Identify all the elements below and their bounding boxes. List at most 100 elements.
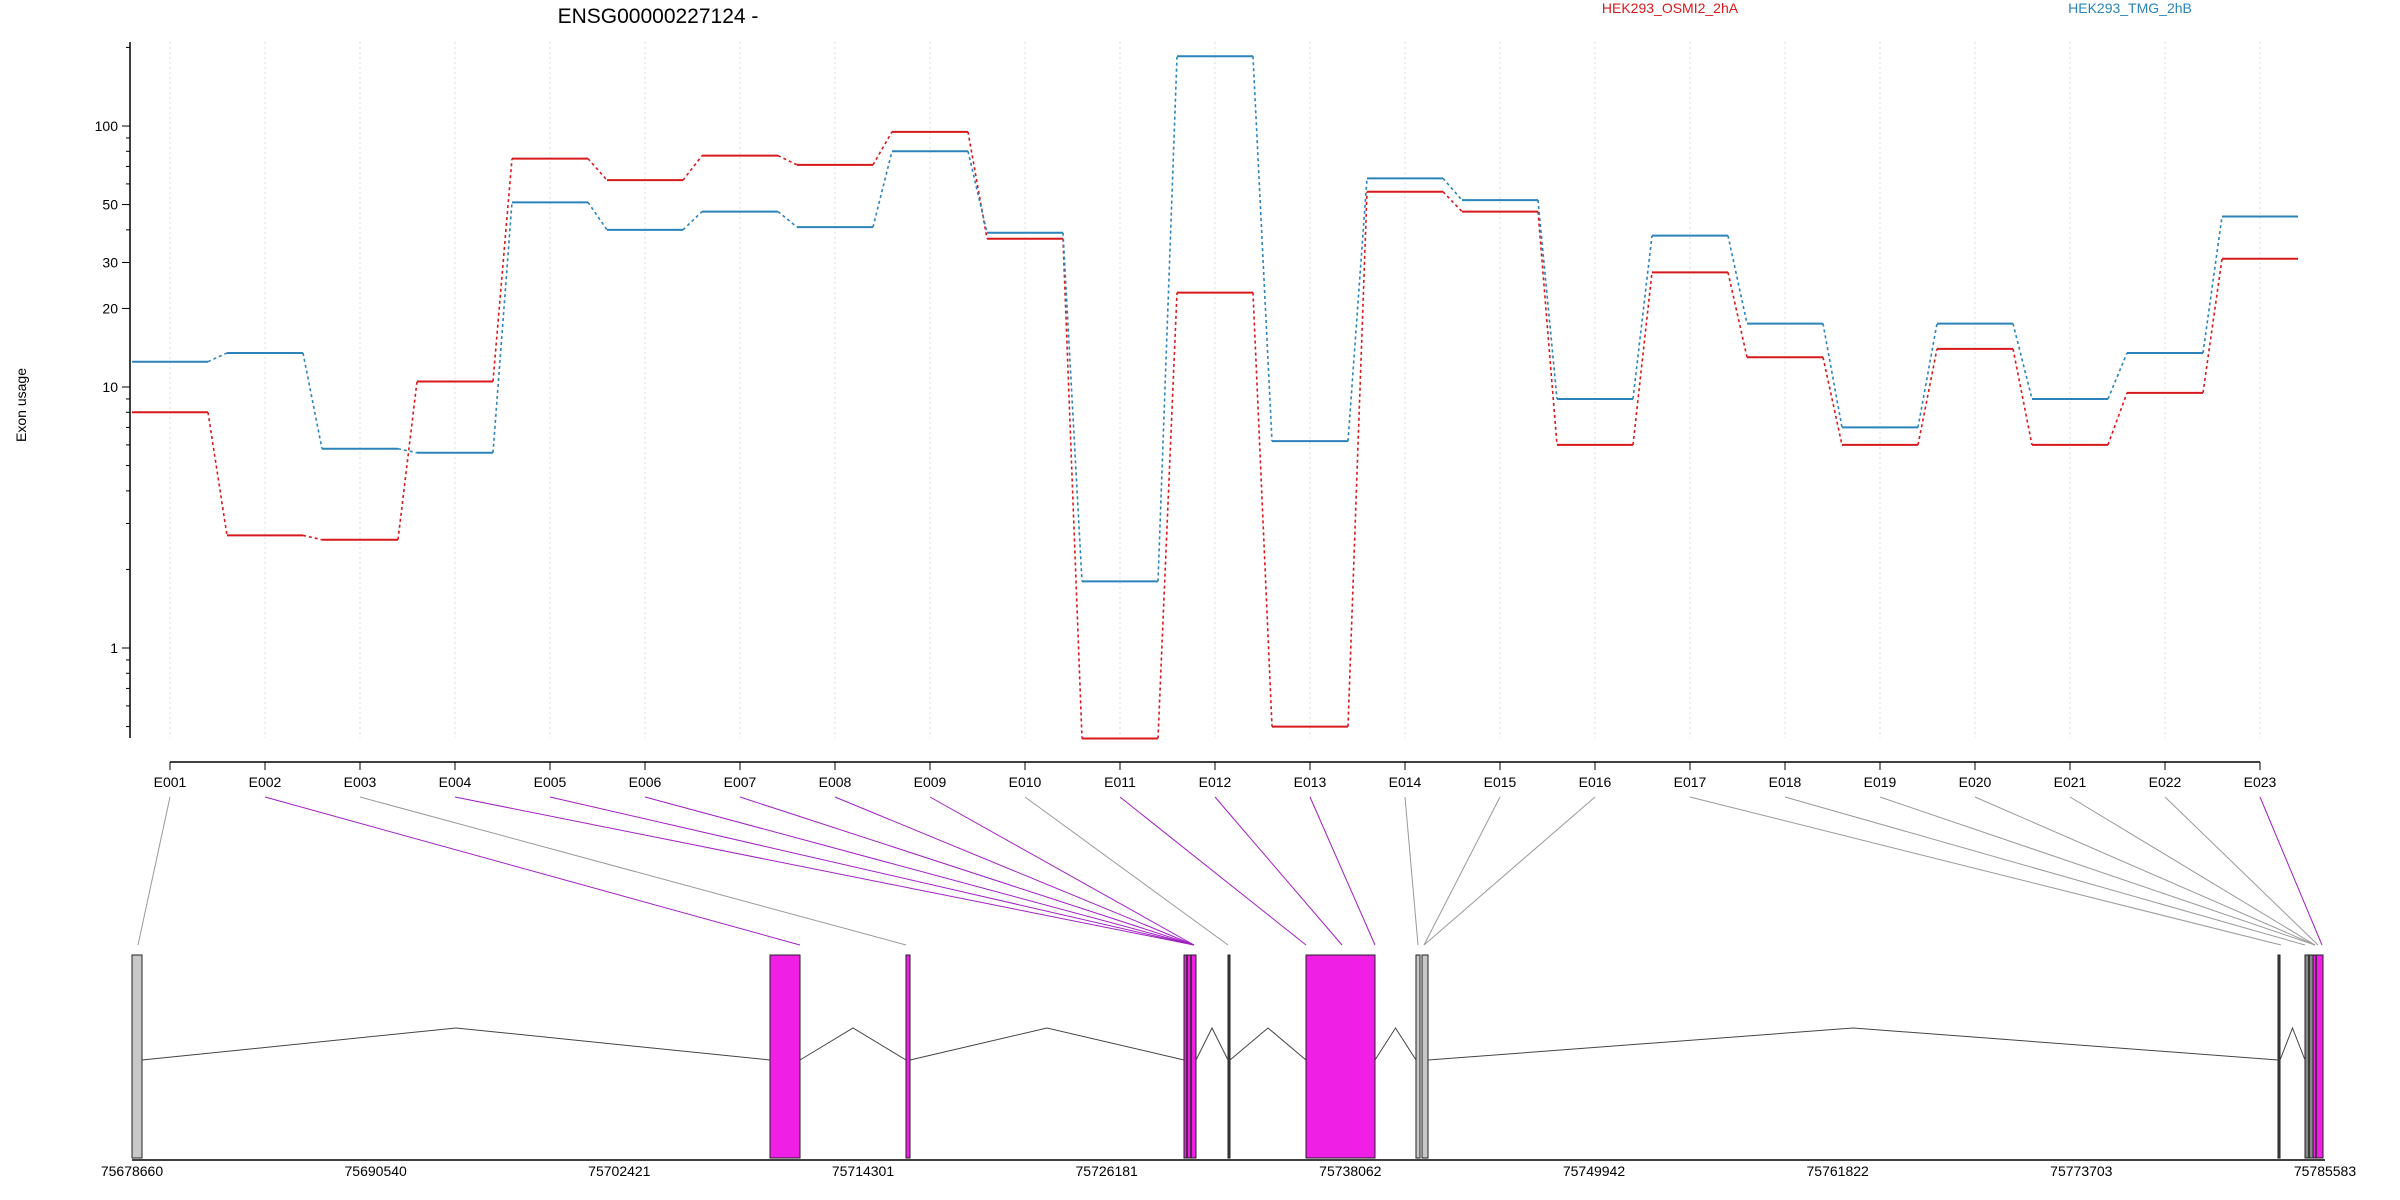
series-connector [967, 151, 988, 233]
coordinate-label: 75749942 [1563, 1163, 1626, 1179]
exon-box [1305, 954, 1376, 1159]
series-connector [207, 352, 228, 363]
x-tick-label: E004 [439, 774, 472, 790]
series-connector [302, 534, 323, 541]
exon-box [131, 954, 143, 1159]
intron-line [1427, 1027, 2279, 1061]
x-tick-label: E002 [249, 774, 282, 790]
grid-layer [169, 42, 2261, 738]
coordinate-label: 75678660 [101, 1163, 164, 1179]
y-tick-label: 100 [95, 118, 119, 134]
series-connector [302, 352, 323, 449]
y-tick-label: 1 [110, 640, 118, 656]
y-tick-label: 10 [102, 379, 118, 395]
series-connector [1537, 211, 1558, 445]
series-connector [587, 158, 608, 181]
exon-link-line [137, 796, 171, 946]
exon-link-line [1423, 796, 1596, 946]
exon-link-line [1309, 796, 1376, 946]
coordinate-label: 75761822 [1807, 1163, 1870, 1179]
series-connector [682, 211, 703, 231]
coordinate-label: 75702421 [588, 1163, 651, 1179]
exon-box [1421, 954, 1429, 1159]
intron-line [909, 1027, 1185, 1061]
exon-link-line [929, 796, 1195, 946]
series-connector [1347, 191, 1368, 727]
x-tick-label: E014 [1389, 774, 1422, 790]
exon-link-line [1214, 796, 1343, 946]
series-connector [872, 131, 893, 166]
exon-box [2277, 954, 2281, 1159]
series-connector [2107, 352, 2128, 400]
y-axis-label: Exon usage [13, 368, 29, 442]
x-tick-label: E013 [1294, 774, 1327, 790]
x-tick-label: E021 [2054, 774, 2087, 790]
series-connector [207, 412, 228, 536]
series-connector [777, 210, 798, 228]
exon-link-line [549, 796, 1195, 946]
x-tick-label: E005 [534, 774, 567, 790]
series-connector [1252, 56, 1273, 442]
intron-line [141, 1027, 771, 1061]
exon-link-layer [137, 796, 2323, 946]
series-connector [1917, 348, 1938, 446]
gene-model: 75678660 75690540 75702421 75714301 75726181… [101, 954, 2357, 1179]
series-connector [397, 447, 418, 454]
exon-link-line [1119, 796, 1307, 946]
series-connector [2107, 392, 2128, 446]
x-tick-label: E023 [2244, 774, 2277, 790]
coordinate-label: 75738062 [1319, 1163, 1382, 1179]
y-tick-label: 30 [102, 254, 118, 270]
x-tick-label: E018 [1769, 774, 1802, 790]
coordinate-label: 75726181 [1076, 1163, 1139, 1179]
intron-line [2279, 1026, 2306, 1061]
y-tick-label: 50 [102, 197, 118, 213]
exon-link-line [359, 796, 907, 946]
series-1 [132, 130, 2298, 740]
exon-link-line [1024, 796, 1229, 946]
coordinate-label: 75690540 [345, 1163, 408, 1179]
series-connector [967, 131, 988, 239]
exon-link-line [1404, 796, 1419, 946]
exon-link-line [644, 796, 1195, 946]
y-tick-label: 20 [102, 300, 118, 316]
x-tick-label: E010 [1009, 774, 1042, 790]
chart-title: ENSG00000227124 - [558, 5, 759, 28]
legend-label-series-1: HEK293_OSMI2_2hA [1602, 0, 1739, 16]
series-connector [1727, 272, 1748, 358]
exon-link-line [454, 796, 1195, 946]
series-connector [1917, 323, 1938, 428]
exon-link-line [264, 796, 801, 946]
x-tick-label: E011 [1104, 774, 1136, 790]
exon-link-line [2069, 796, 2316, 946]
series-connector [397, 381, 418, 540]
x-tick-label: E007 [724, 774, 757, 790]
series-connector [1157, 292, 1178, 739]
intron-line [1229, 1027, 1307, 1061]
x-tick-label: E020 [1959, 774, 1992, 790]
intron-line [799, 1027, 907, 1061]
series-connector [777, 154, 798, 166]
x-tick-label: E001 [154, 774, 187, 790]
coordinate-label: 75785583 [2294, 1163, 2357, 1179]
series-connector [1442, 177, 1463, 201]
exon-link-line [1784, 796, 2306, 946]
series-connector [1632, 272, 1653, 445]
series-connector [1632, 235, 1653, 400]
series-connector [1822, 357, 1843, 446]
series-connector [1062, 238, 1083, 739]
series-connector [2012, 323, 2033, 400]
series-connector [872, 151, 893, 228]
x-tick-label: E008 [819, 774, 852, 790]
x-tick-label: E003 [344, 774, 377, 790]
exon-link-line [834, 796, 1195, 946]
exon-link-line [2259, 796, 2323, 946]
exon-box [2312, 954, 2324, 1159]
series-connector [492, 158, 513, 382]
exon-link-line [1689, 796, 2282, 946]
series-connector [2202, 258, 2223, 393]
series-connector [587, 201, 608, 231]
x-tick-label: E006 [629, 774, 662, 790]
series-connector [492, 202, 513, 453]
